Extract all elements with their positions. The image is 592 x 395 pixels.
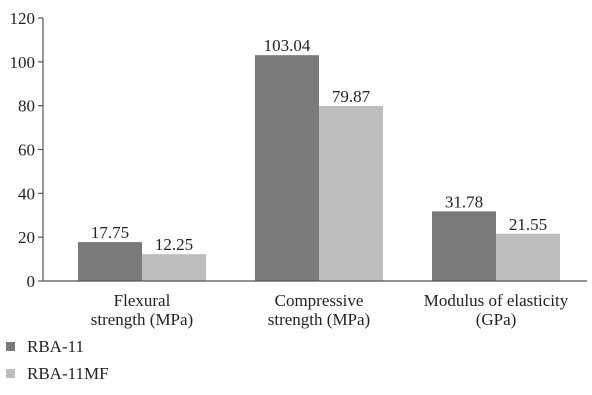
bar-rba-11-0	[78, 242, 142, 281]
data-label: 21.55	[509, 215, 547, 234]
legend-swatch	[6, 369, 15, 378]
y-tick-label: 40	[18, 184, 35, 203]
bar-rba-11mf-2	[496, 233, 560, 281]
category-label: strength (MPa)	[268, 310, 370, 329]
y-tick-label: 80	[18, 97, 35, 116]
category-label: (GPa)	[476, 310, 517, 329]
axes	[42, 18, 587, 282]
data-label: 17.75	[91, 223, 129, 242]
y-tick-label: 100	[10, 53, 36, 72]
y-tick-label: 20	[18, 228, 35, 247]
bar-rba-11-2	[432, 211, 496, 281]
y-axis-ticks: 0 20 40 60 80 100 120	[10, 9, 43, 291]
data-label: 31.78	[445, 192, 483, 211]
data-labels: 17.75 103.04 31.78 12.25 79.87 21.55	[91, 36, 547, 254]
category-label: Compressive	[275, 291, 364, 310]
data-label: 79.87	[332, 87, 371, 106]
y-tick-label: 60	[18, 141, 35, 160]
legend-label: RBA-11MF	[27, 364, 109, 383]
bar-rba-11-1	[255, 55, 319, 281]
bars	[78, 55, 560, 281]
legend-label: RBA-11	[27, 337, 84, 356]
legend-swatch	[6, 342, 15, 351]
data-label: 12.25	[155, 235, 193, 254]
category-label: Flexural	[114, 291, 171, 310]
data-label: 103.04	[264, 36, 311, 55]
legend: RBA-11 RBA-11MF	[6, 337, 109, 383]
category-label: Modulus of elasticity	[424, 291, 569, 310]
y-tick-label: 0	[27, 272, 36, 291]
category-label: strength (MPa)	[91, 310, 193, 329]
y-tick-label: 120	[10, 9, 36, 28]
bar-rba-11mf-0	[142, 254, 206, 281]
bar-rba-11mf-1	[319, 105, 383, 281]
